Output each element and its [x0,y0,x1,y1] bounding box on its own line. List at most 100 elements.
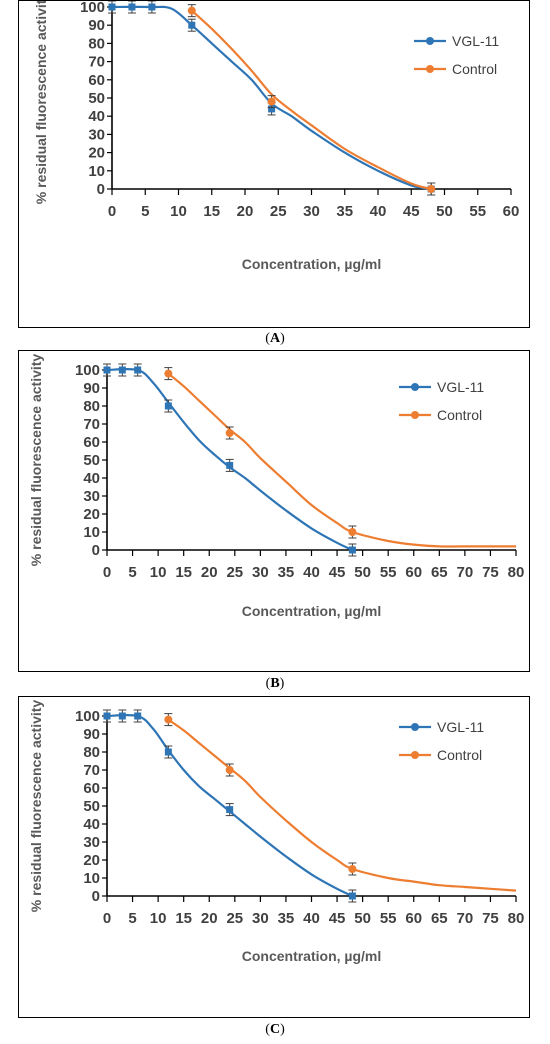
x-tick-label: 15 [203,203,220,220]
y-tick-label: 60 [88,72,105,89]
y-tick-label: 0 [92,888,100,905]
x-tick-label: 35 [336,203,353,220]
y-tick-label: 100 [80,1,105,16]
x-tick-label: 0 [108,203,116,220]
legend-label: VGL-11 [452,33,499,49]
x-tick-label: 10 [170,203,187,220]
x-axis-label: Concentration, µg/ml [242,948,382,964]
x-tick-label: 0 [103,910,111,927]
data-point-control [427,185,436,193]
chart-panel-a: 0 10 20 30 40 50 60 70 80 90 100 0 5 10 15 20 25 30 35 40 45… [18,0,530,328]
x-tick-label: 60 [503,203,520,220]
caption-b: (B) [265,676,285,691]
y-tick-label: 100 [75,708,100,725]
data-point-control [225,429,234,437]
data-point-control [187,6,196,15]
y-tick-label: 40 [83,816,100,833]
data-point-vgl-11 [226,806,234,814]
x-tick-label: 75 [482,910,499,927]
data-point-vgl-11 [164,402,172,410]
series-line-control [191,9,432,191]
x-tick-label: 45 [329,564,346,581]
y-tick-label: 30 [83,488,100,505]
y-tick-label: 80 [83,398,100,415]
x-tick-label: 5 [128,910,136,927]
y-tick-label: 10 [83,524,100,541]
y-axis-label: % residual fluorescence activity [28,700,44,913]
caption-a: (A) [265,331,285,346]
x-tick-label: 65 [431,910,448,927]
x-tick-label: 45 [329,910,346,927]
x-tick-label: 20 [201,564,218,581]
data-point-vgl-11 [128,3,136,11]
x-tick-label: 60 [405,910,422,927]
x-tick-label: 70 [457,910,474,927]
data-point-vgl-11 [188,21,196,29]
data-point-vgl-11 [103,366,111,374]
legend-marker [411,723,419,731]
y-tick-label: 50 [88,90,105,107]
y-tick-label: 60 [83,434,100,451]
x-tick-label: 80 [508,564,525,581]
y-tick-label: 40 [88,108,105,125]
data-point-control [267,97,276,106]
data-point-vgl-11 [348,892,356,900]
chart-panel-b: 0 10 20 30 40 50 60 70 80 90 100 0 5 10 15 20 25 30 35 40 45… [18,350,530,672]
y-tick-label: 10 [88,163,105,180]
y-tick-label: 100 [75,362,100,379]
legend-marker [426,65,434,73]
y-tick-label: 30 [88,126,105,143]
y-tick-label: 0 [92,542,100,559]
data-point-vgl-11 [118,366,126,374]
series-line-vgl-11 [106,367,353,551]
x-tick-label: 25 [270,203,287,220]
series-line-vgl-11 [106,713,353,897]
x-tick-label: 45 [403,203,420,220]
y-tick-label: 0 [97,181,105,198]
x-tick-label: 5 [141,203,149,220]
series-line-control [167,372,516,548]
data-point-vgl-11 [108,3,116,11]
series-line-control [167,718,517,892]
x-tick-label: 20 [237,203,254,220]
series-line-vgl-11 [111,5,432,191]
x-tick-label: 55 [380,564,397,581]
x-tick-label: 10 [150,564,167,581]
y-axis-label: % residual fluorescence activity [33,1,49,204]
y-tick-label: 90 [83,726,100,743]
y-tick-label: 70 [83,762,100,779]
data-point-control [164,369,173,378]
data-point-vgl-11 [134,712,142,720]
x-tick-label: 80 [508,910,525,927]
x-tick-label: 40 [303,564,320,581]
y-tick-label: 20 [88,145,105,162]
x-tick-label: 50 [436,203,453,220]
x-tick-label: 5 [128,564,136,581]
data-point-vgl-11 [103,712,111,720]
legend-label: VGL-11 [437,719,484,735]
x-tick-label: 30 [252,910,269,927]
y-tick-label: 80 [88,35,105,52]
x-tick-label: 35 [278,564,295,581]
x-tick-label: 30 [252,564,269,581]
data-point-vgl-11 [148,3,156,11]
legend-marker [411,411,419,419]
x-tick-label: 0 [103,564,111,581]
data-point-vgl-11 [226,461,234,469]
legend-marker [426,37,434,45]
y-tick-label: 50 [83,452,100,469]
data-point-control [225,766,234,774]
caption-c: (C) [265,1022,285,1037]
x-tick-label: 70 [457,564,474,581]
x-tick-label: 35 [278,910,295,927]
x-tick-label: 55 [380,910,397,927]
y-tick-label: 30 [83,834,100,851]
y-tick-label: 20 [83,506,100,523]
x-tick-label: 25 [226,910,243,927]
data-point-control [348,865,357,873]
x-tick-label: 20 [201,910,218,927]
legend-label: Control [452,61,497,77]
y-tick-label: 90 [88,17,105,34]
x-tick-label: 75 [482,564,499,581]
